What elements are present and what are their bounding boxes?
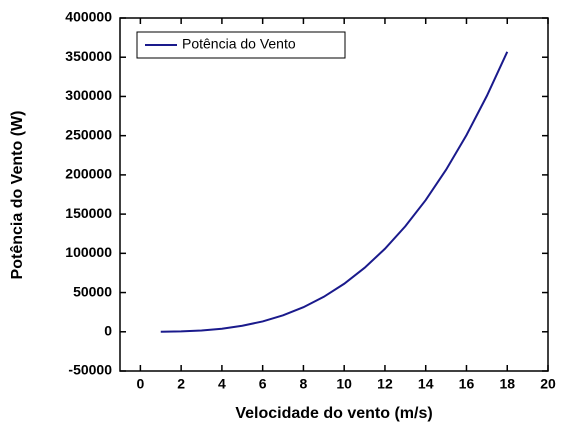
x-tick-label: 12 [377, 376, 393, 392]
y-tick-label: -50000 [68, 362, 112, 378]
y-tick-label: 0 [104, 322, 112, 338]
y-tick-label: 100000 [65, 244, 112, 260]
x-tick-label: 18 [499, 376, 515, 392]
legend-box [136, 31, 346, 59]
x-tick-label: 8 [300, 376, 308, 392]
x-tick-label: 2 [177, 376, 185, 392]
plot-frame [119, 17, 549, 372]
y-axis-title: Potência do Vento (W) [9, 111, 26, 280]
x-tick-label: 20 [540, 376, 556, 392]
y-tick-label: 350000 [65, 48, 112, 64]
x-tick-label: 4 [218, 376, 226, 392]
x-axis-title: Velocidade do vento (m/s) [235, 405, 432, 422]
legend-label: Potência do Vento [182, 36, 296, 52]
x-tick-label: 10 [336, 376, 352, 392]
x-tick-label: 16 [459, 376, 475, 392]
y-tick-label: 150000 [65, 205, 112, 221]
y-tick-label: 300000 [65, 87, 112, 103]
y-tick-label: 250000 [65, 126, 112, 142]
y-tick-label: 50000 [73, 283, 112, 299]
x-tick-label: 6 [259, 376, 267, 392]
x-tick-label: 0 [136, 376, 144, 392]
y-tick-label: 200000 [65, 166, 112, 182]
y-tick-label: 400000 [65, 9, 112, 25]
x-tick-label: 14 [418, 376, 434, 392]
data-line [160, 51, 509, 333]
